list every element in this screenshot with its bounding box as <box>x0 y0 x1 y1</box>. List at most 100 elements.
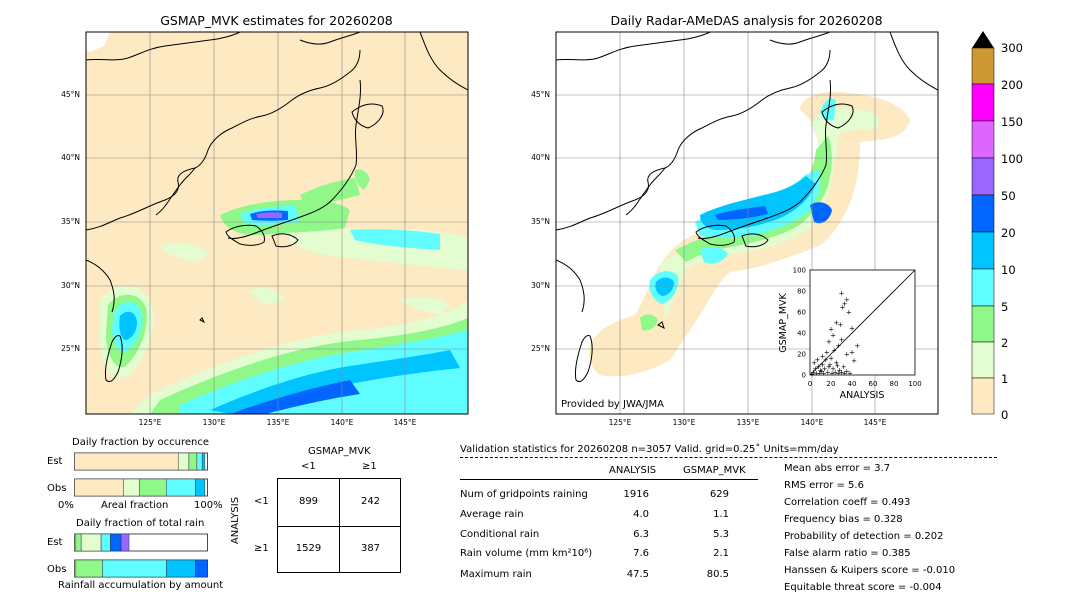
occurence-est-bar-segment-2 <box>188 452 198 471</box>
scatter-point-49: + <box>854 342 860 350</box>
scatter-point-23: + <box>815 363 821 371</box>
left-map-title: GSMAP_MVK estimates for 20260208 <box>160 13 393 28</box>
validation-col-gsmap: GSMAP_MVK <box>683 465 746 476</box>
score-mae: Mean abs error = 3.7 <box>784 463 891 474</box>
scatter-point-36: + <box>825 368 831 376</box>
left-lon-135: 135°E <box>267 418 290 427</box>
occurence-est-bar-segment-1 <box>177 452 190 471</box>
left-lon-130: 130°E <box>203 418 226 427</box>
scatter-point-2: + <box>844 296 850 304</box>
cbar-tick-200: 200 <box>1001 78 1023 92</box>
totalrain-est-bar-segment-2 <box>80 533 102 552</box>
stat-conditional-analysis: 6.3 <box>633 529 649 540</box>
occurence-xlabel: Areal fraction <box>101 500 169 511</box>
scatter-point-17: + <box>828 355 834 363</box>
right-lon-135: 135°E <box>737 418 760 427</box>
scatter-point-6: + <box>828 325 834 333</box>
score-rms: RMS error = 5.6 <box>784 480 864 491</box>
cbar-tick-5: 5 <box>1001 300 1008 314</box>
scatter-point-0: + <box>839 290 845 298</box>
scatter-point-24: + <box>818 366 824 374</box>
left-lat-25: 25°N <box>61 344 80 353</box>
scatter-ytick-3: 60 <box>797 309 806 317</box>
occurence-obs-bar-segment-1 <box>123 478 140 497</box>
score-hk: Hanssen & Kuipers score = -0.010 <box>784 565 956 576</box>
scatter-point-35: + <box>821 369 827 377</box>
scatter-point-8: + <box>849 324 855 332</box>
occurence-title: Daily fraction by occurence <box>72 437 210 448</box>
scatter-ytick-5: 100 <box>793 267 806 275</box>
cbar-tick-2: 2 <box>1001 336 1008 350</box>
left-lon-140: 140°E <box>331 418 354 427</box>
totalrain-obs-bar-segment-4 <box>195 559 208 578</box>
scatter-point-4: + <box>846 309 852 317</box>
colorbar: 300 200 150 100 50 20 10 5 2 1 0 <box>971 31 1023 422</box>
occurence-obs-bar-segment-0 <box>74 478 124 497</box>
cbar-tick-50: 50 <box>1001 189 1016 203</box>
occurence-est-bar-segment-4 <box>201 452 206 471</box>
cbar-tick-0: 0 <box>1001 408 1008 422</box>
contingency-col-ge1: ≥1 <box>362 461 377 472</box>
left-lon-125: 125°E <box>139 418 162 427</box>
totalrain-est-bar-segment-1 <box>75 533 82 552</box>
scatter-point-47: + <box>834 362 840 370</box>
scatter-ytick-1: 20 <box>797 351 806 359</box>
occurence-obs-bar-segment-2 <box>139 478 167 497</box>
scatter-xlabel: ANALYSIS <box>840 390 885 401</box>
score-correlation: Correlation coeff = 0.493 <box>784 497 911 508</box>
scatter-point-45: + <box>819 367 825 375</box>
scatter-point-12: + <box>839 336 845 344</box>
left-lon-145: 145°E <box>394 418 417 427</box>
right-lon-130: 130°E <box>673 418 696 427</box>
scatter-point-13: + <box>831 346 837 354</box>
right-lon-125: 125°E <box>609 418 632 427</box>
left-map: 45°N 40°N 35°N 30°N 25°N 125°E 130°E 135… <box>61 31 469 427</box>
occurence-est-label: Est <box>47 456 63 467</box>
scatter-point-18: + <box>833 359 839 367</box>
right-lon-140: 140°E <box>801 418 824 427</box>
scatter-point-31: + <box>844 367 850 375</box>
contingency-row-lt1: <1 <box>254 496 269 507</box>
stat-volume-analysis: 7.6 <box>633 548 649 559</box>
scatter-point-14: + <box>824 348 830 356</box>
scatter-point-38: + <box>832 368 838 376</box>
left-lat-35: 35°N <box>61 217 80 226</box>
totalrain-est-bar-segment-5 <box>120 533 130 552</box>
right-lat-40: 40°N <box>531 153 550 162</box>
stat-maximum-gsmap: 80.5 <box>706 569 729 580</box>
stat-row-average: Average rain <box>460 509 524 520</box>
stat-row-maximum: Maximum rain <box>460 569 532 580</box>
totalrain-title: Daily fraction of total rain <box>76 518 205 529</box>
scatter-point-22: + <box>820 361 826 369</box>
scatter-point-32: + <box>813 369 819 377</box>
cbar-tick-20: 20 <box>1001 226 1016 240</box>
right-map: 45°N 40°N 35°N 30°N 25°N 125°E 130°E 135… <box>531 31 939 427</box>
totalrain-obs-bar-segment-1 <box>75 559 103 578</box>
scatter-point-33: + <box>810 368 816 376</box>
colorbar-over-triangle <box>972 31 994 48</box>
contingency-col-title: GSMAP_MVK <box>308 446 371 457</box>
stat-gridpoints-analysis: 1916 <box>623 489 649 500</box>
occurence-xtick-100: 100% <box>194 500 223 511</box>
scatter-point-39: + <box>835 369 841 377</box>
scatter-point-11: + <box>835 342 841 350</box>
occurence-xtick-0: 0% <box>58 500 74 511</box>
right-lat-30: 30°N <box>531 281 550 290</box>
left-lat-45: 45°N <box>61 90 80 99</box>
cell-ge1-lt1: 1529 <box>295 543 322 554</box>
totalrain-obs-label: Obs <box>47 564 67 575</box>
validation-dashed-rule <box>460 457 997 458</box>
scatter-point-40: + <box>842 369 848 377</box>
scatter-point-34: + <box>817 369 823 377</box>
scatter-point-26: + <box>822 365 828 373</box>
scatter-xtick-1: 20 <box>827 380 836 388</box>
scatter-point-48: + <box>841 363 847 371</box>
scatter-xtick-4: 80 <box>890 380 899 388</box>
totalrain-obs-bar-segment-3 <box>166 559 196 578</box>
stat-row-conditional: Conditional rain <box>460 529 540 540</box>
occurence-obs-label: Obs <box>47 483 67 494</box>
contingency-row-ge1: ≥1 <box>254 543 269 554</box>
cbar-tick-150: 150 <box>1001 115 1023 129</box>
cell-lt1-ge1: 242 <box>360 496 381 507</box>
validation-col-analysis: ANALYSIS <box>609 465 657 476</box>
